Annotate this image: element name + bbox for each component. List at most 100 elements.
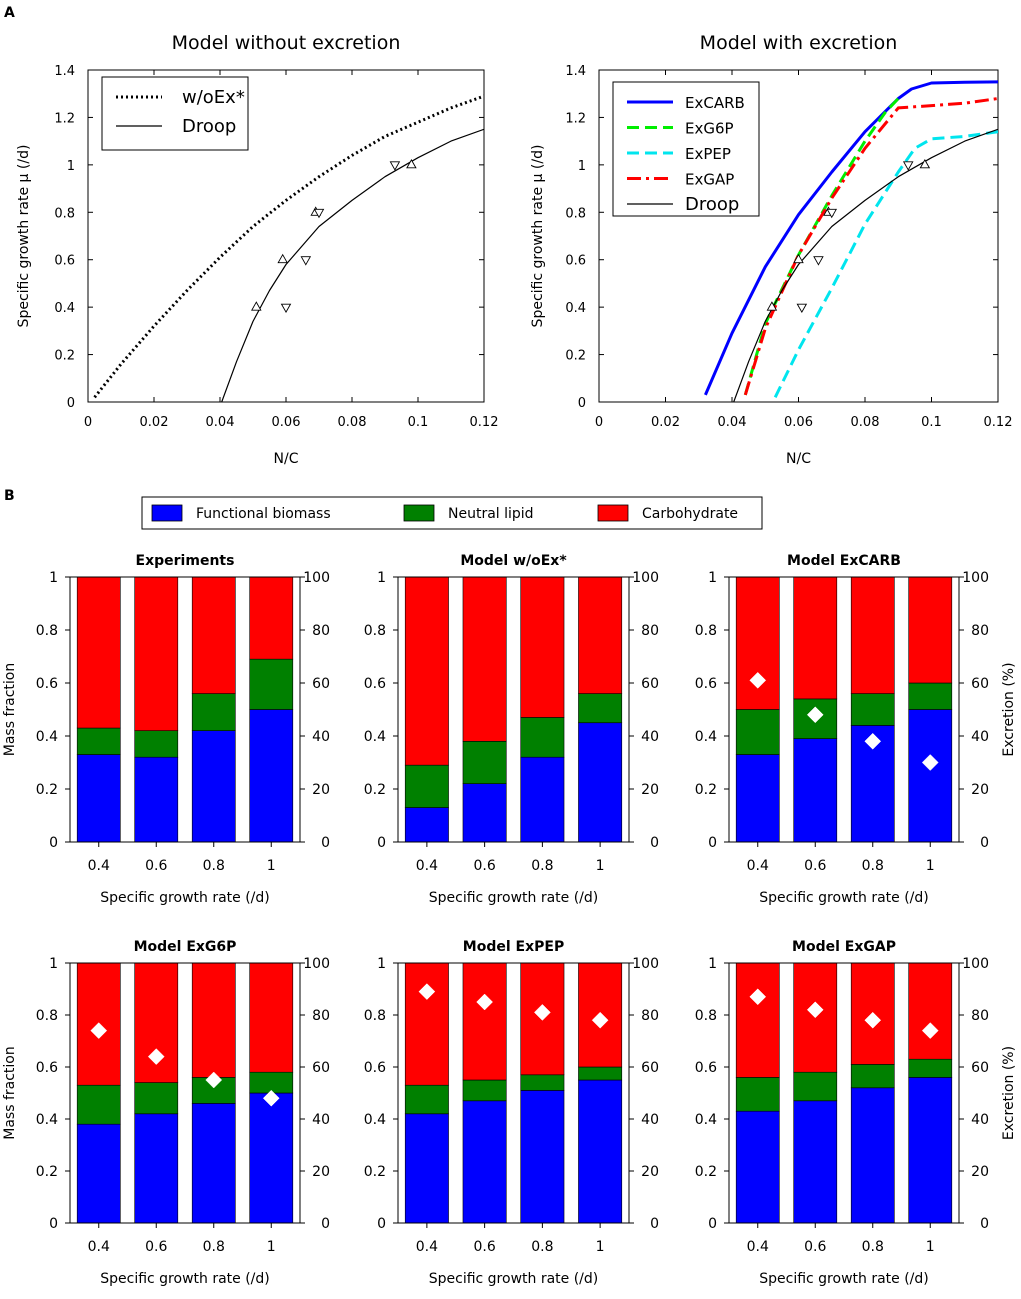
bar-segment-neutral-lipid — [404, 1084, 449, 1115]
y2-tick-label: 20 — [312, 1164, 330, 1180]
bar-segment-carbohydrate — [191, 962, 236, 1078]
excretion-marker — [806, 1001, 824, 1019]
excretion-marker — [205, 1071, 223, 1089]
line-chart-a1: Model without excretion 0 0.02 0.04 0.06 0.08… — [16, 32, 498, 467]
data-point-up — [406, 158, 417, 169]
y2-tick-label: 40 — [971, 729, 989, 745]
data-point-down — [313, 208, 325, 219]
y2-tick-label: 0 — [980, 1216, 989, 1232]
y-tick-label: 0.2 — [695, 782, 717, 798]
x-tick-label: 0.4 — [747, 858, 769, 874]
plot-frame — [728, 962, 960, 1224]
x-tick-label: 0.04 — [206, 415, 235, 430]
bar-segment-neutral-lipid — [908, 1058, 953, 1078]
y-tick-label: 1.4 — [54, 64, 75, 79]
y2-tick-label: 20 — [641, 1164, 659, 1180]
x-tick-label: 0.06 — [272, 415, 301, 430]
bar-chart-b1: Experiments 0.4 0.6 0.8 1 0 0.2 0.4 0.6 0.8 1 0 20 40… — [2, 553, 330, 906]
plot-frame — [397, 962, 630, 1224]
bar-segment-neutral-lipid — [134, 730, 179, 758]
x-tick-label: 0.4 — [747, 1239, 769, 1255]
plot-frame — [69, 962, 301, 1224]
x-tick-label: 0 — [595, 415, 603, 430]
y-tick-label: 0.4 — [695, 1112, 717, 1128]
series-line-excarb — [704, 80, 998, 396]
x-tick-label: 0.6 — [473, 858, 495, 874]
y2-tick-label: 80 — [971, 1008, 989, 1024]
excretion-marker — [864, 1011, 882, 1029]
bar-segment-neutral-lipid — [793, 1071, 838, 1102]
x-tick-label: 0.1 — [408, 415, 429, 430]
bar-segment-neutral-lipid — [462, 740, 507, 784]
bar-segment-functional-biomass — [191, 1103, 236, 1224]
x-axis-label: Specific growth rate (/d) — [429, 1271, 599, 1287]
y-axis-label: Specific growth rate μ (/d) — [530, 145, 546, 328]
y2-tick-label: 0 — [321, 1216, 330, 1232]
bar-segment-carbohydrate — [134, 576, 179, 731]
y-tick-label: 0.2 — [565, 349, 586, 364]
bar-segment-carbohydrate — [191, 576, 236, 694]
y-tick-label: 1.2 — [54, 111, 75, 126]
bar-segment-functional-biomass — [850, 1087, 895, 1224]
bar-segment-neutral-lipid — [850, 693, 895, 726]
y2-tick-label: 40 — [312, 1112, 330, 1128]
series-line-droop — [221, 128, 484, 402]
y-tick-label: 0.4 — [695, 729, 717, 745]
bar-segment-functional-biomass — [578, 1079, 623, 1224]
legend-label: ExCARB — [685, 94, 745, 112]
x-tick-label: 0.6 — [145, 1239, 167, 1255]
bar-segment-neutral-lipid — [76, 1084, 121, 1125]
y-tick-label: 1.2 — [565, 111, 586, 126]
data-point-down — [796, 303, 808, 314]
x-tick-label: 0.8 — [531, 1239, 553, 1255]
bar-segment-functional-biomass — [520, 1090, 565, 1224]
excretion-marker — [921, 754, 939, 771]
y-tick-label: 0.6 — [565, 254, 586, 269]
y-tick-label: 0.6 — [54, 254, 75, 269]
y2-axis-label: Excretion (%) — [1001, 1046, 1017, 1140]
x-axis-label: Specific growth rate (/d) — [429, 890, 599, 906]
line-chart-a2: Model with excretion 0 0.02 0.04 0.06 0.08 0.1… — [530, 32, 1012, 467]
y2-tick-label: 40 — [641, 1112, 659, 1128]
data-point-down — [813, 256, 824, 266]
legend-label: Carbohydrate — [642, 506, 738, 522]
y-tick-label: 0.8 — [364, 1008, 386, 1024]
legend-swatch — [403, 504, 435, 522]
plot-frame — [69, 576, 301, 843]
bar-segment-functional-biomass — [462, 1100, 507, 1224]
y2-tick-label: 40 — [641, 729, 659, 745]
bar-segment-carbohydrate — [908, 576, 953, 684]
series-line-w-oex- — [93, 94, 484, 399]
bar-segment-neutral-lipid — [76, 727, 121, 755]
bar-segment-functional-biomass — [520, 756, 565, 843]
bar-segment-functional-biomass — [134, 756, 179, 843]
x-tick-label: 0.6 — [145, 858, 167, 874]
legend-label: Droop — [685, 194, 739, 215]
x-tick-label: 0.4 — [416, 858, 438, 874]
y-tick-label: 0.2 — [364, 782, 386, 798]
y-tick-label: 0 — [708, 1216, 717, 1232]
y2-tick-label: 80 — [641, 1008, 659, 1024]
chart-title: Model ExG6P — [134, 939, 237, 955]
x-tick-label: 0.6 — [804, 858, 826, 874]
legend-frame — [612, 81, 760, 217]
x-tick-label: 0.4 — [416, 1239, 438, 1255]
x-tick-label: 1 — [596, 858, 605, 874]
y2-tick-label: 0 — [650, 1216, 659, 1232]
y2-axis-label: Excretion (%) — [1001, 662, 1017, 756]
x-tick-label: 0.08 — [851, 415, 880, 430]
bar-segment-neutral-lipid — [735, 709, 780, 755]
y2-tick-label: 20 — [971, 1164, 989, 1180]
x-tick-label: 0.08 — [338, 415, 367, 430]
series-line-exg6p — [743, 97, 900, 396]
data-point-down — [280, 303, 292, 314]
bar-segment-functional-biomass — [735, 754, 780, 843]
bar-segment-functional-biomass — [793, 1100, 838, 1224]
y-tick-label: 0 — [67, 396, 75, 411]
y-tick-label: 0.2 — [364, 1164, 386, 1180]
bar-chart-b2: Model w/oEx* 0.4 0.6 0.8 1 0 0.2 0.4 0.6 0.8 1 0 20 4… — [364, 553, 659, 906]
chart-title: Model w/oEx* — [460, 553, 567, 569]
x-tick-label: 0.04 — [718, 415, 747, 430]
x-tick-label: 0 — [84, 415, 92, 430]
